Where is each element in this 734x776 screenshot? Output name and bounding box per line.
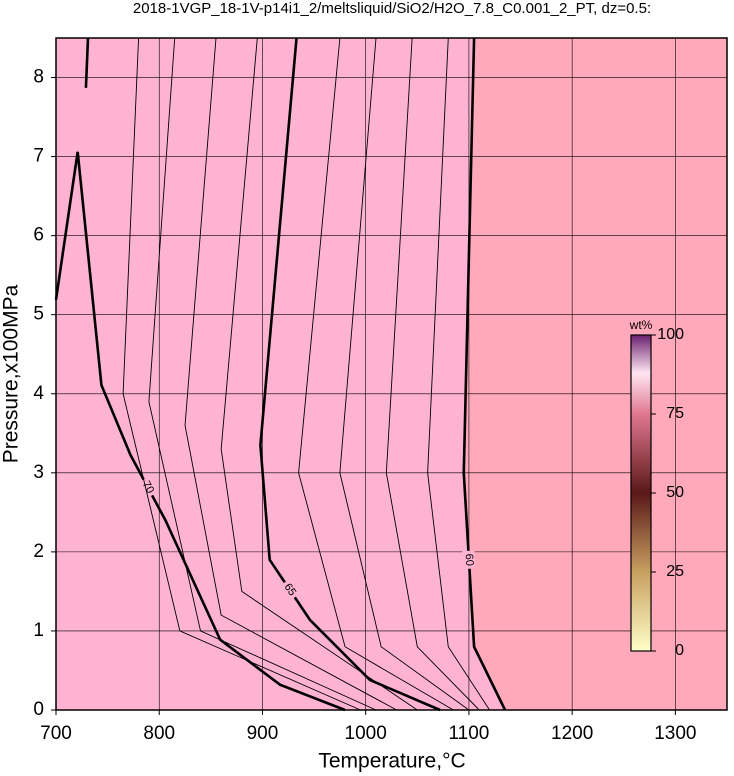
y-tick-label: 6 [33, 225, 44, 246]
y-tick-label: 1 [33, 620, 44, 641]
contour-line [220, 37, 418, 711]
contour-line [148, 37, 377, 711]
colorbar [630, 334, 652, 652]
contour-label: 70 [140, 479, 156, 495]
colorbar-tick-label: 100 [657, 326, 684, 343]
y-tick-label: 8 [33, 67, 44, 88]
x-tick-label: 700 [40, 723, 72, 744]
x-axis-label: Temperature,°C [318, 750, 465, 773]
contour-label-bg [279, 579, 300, 601]
x-tick-label: 1200 [551, 723, 593, 744]
y-tick-label: 4 [33, 383, 44, 404]
contour-line [385, 37, 480, 711]
y-tick-label: 0 [33, 699, 44, 720]
colorbar-tick-label: 0 [675, 642, 684, 659]
y-tick-label: 5 [33, 304, 44, 325]
colorbar-label: wt% [629, 318, 653, 332]
contour-label-bg [462, 550, 476, 570]
chart-title: 2018-1VGP_18-1V-p14i1_2/meltsliquid/SiO2… [133, 0, 651, 17]
contour-label: 60 [463, 553, 476, 566]
contour-line [122, 37, 361, 711]
y-tick-label: 3 [33, 462, 44, 483]
x-tick-label: 800 [143, 723, 175, 744]
contour-label: 65 [282, 581, 299, 598]
y-tick-label: 7 [33, 146, 44, 167]
x-tick-label: 1000 [345, 723, 387, 744]
x-tick-label: 900 [247, 723, 279, 744]
colorbar-tick-label: 25 [666, 563, 684, 580]
colorbar-tick-label: 50 [666, 484, 684, 501]
x-tick-label: 1300 [654, 723, 696, 744]
contour-label-bg [138, 476, 158, 499]
contour-line [184, 37, 397, 711]
y-axis-label: Pressure,x100MPa [0, 284, 23, 463]
x-tick-label: 1100 [448, 723, 489, 744]
y-tick-label: 2 [33, 541, 44, 562]
plot-frame [55, 37, 728, 711]
contour-line [427, 37, 490, 711]
inner-region [56, 38, 506, 710]
contour-line [298, 37, 454, 711]
contour-line [84, 37, 90, 88]
contour-line [339, 37, 470, 711]
colorbar-tick-label: 75 [666, 405, 684, 422]
